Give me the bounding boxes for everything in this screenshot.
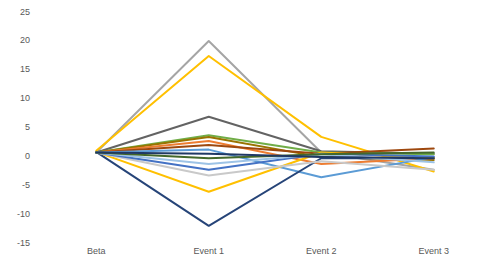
y-tick-label: 5 [25,122,30,132]
series-line [96,152,434,169]
series-line [96,152,434,192]
y-tick-label: 25 [20,7,30,17]
y-tick-label: -10 [17,209,30,219]
x-tick-label: Event 1 [193,246,224,256]
chart-svg: -15 -10 -5 0 5 10 15 20 25 Beta Event 1 Event 2 Even… [0,0,500,261]
plot-area [96,41,434,226]
series-line [96,152,434,158]
y-tick-label: -15 [17,238,30,248]
y-tick-label: -5 [22,180,30,190]
series-line [96,152,434,175]
series-line [96,152,434,226]
y-tick-label: 20 [20,35,30,45]
y-tick-label: 0 [25,151,30,161]
y-tick-label: 15 [20,64,30,74]
chart-container: -15 -10 -5 0 5 10 15 20 25 Beta Event 1 Event 2 Even… [0,0,500,261]
series-line [96,152,434,158]
x-tick-label: Event 2 [306,246,337,256]
y-tick-label: 10 [20,93,30,103]
series-line [96,152,434,164]
x-tick-label: Event 3 [418,246,449,256]
x-tick-label: Beta [87,246,106,256]
series-line [96,56,434,172]
